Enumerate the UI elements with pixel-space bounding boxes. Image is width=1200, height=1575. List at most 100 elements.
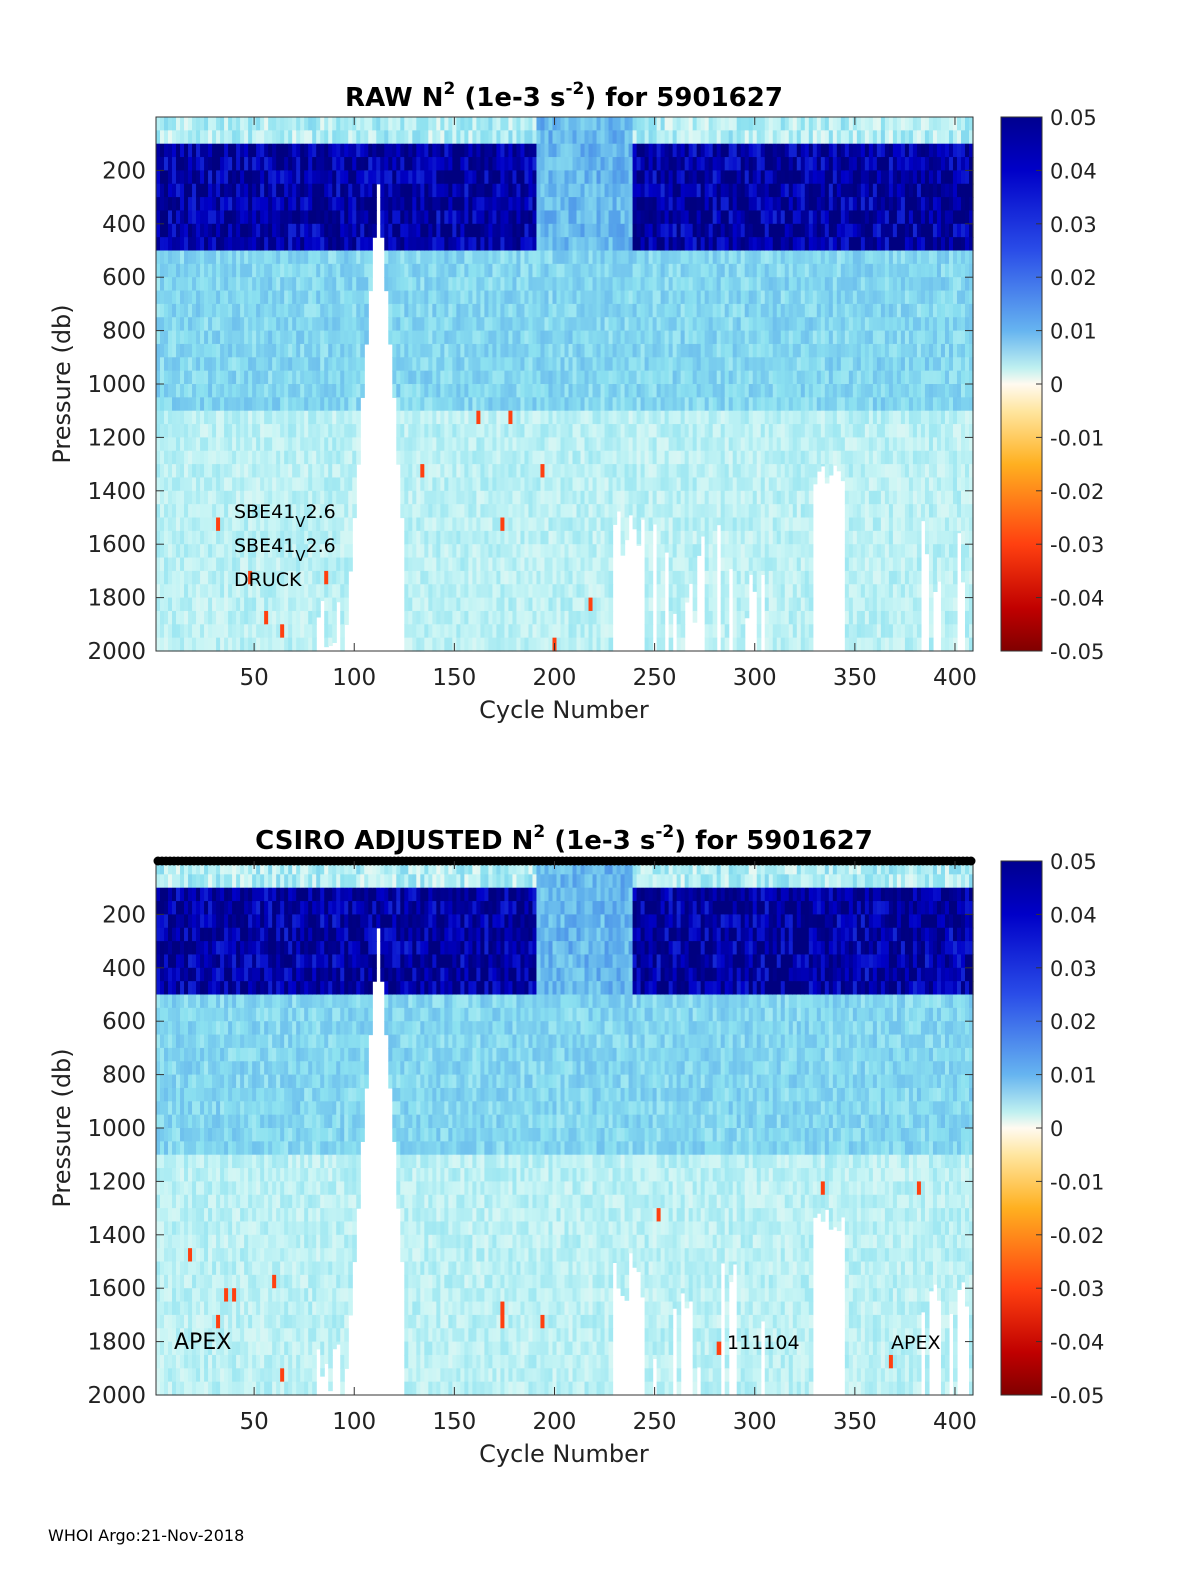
heatmap-cell <box>640 223 646 238</box>
heatmap-cell <box>488 330 494 345</box>
heatmap-cell <box>236 557 241 572</box>
heatmap-cell <box>456 557 461 572</box>
heatmap-cell <box>424 143 429 158</box>
heatmap-cell <box>624 370 630 385</box>
heatmap-cell <box>300 504 305 519</box>
heatmap-cell <box>324 584 329 599</box>
heatmap-cell <box>224 370 229 385</box>
heatmap-cell <box>692 130 698 145</box>
heatmap-cell <box>672 157 678 171</box>
heatmap-cell <box>428 277 433 292</box>
heatmap-cell <box>496 183 502 198</box>
heatmap-cell <box>620 477 626 492</box>
heatmap-cell <box>488 424 494 438</box>
heatmap-cell <box>244 424 249 438</box>
heatmap-cell <box>184 410 189 425</box>
heatmap-cell <box>628 490 634 505</box>
heatmap-cell <box>568 237 574 252</box>
heatmap-cell <box>288 237 293 252</box>
heatmap-cell <box>340 397 345 412</box>
heatmap-cell <box>588 370 594 385</box>
heatmap-cell <box>256 544 261 559</box>
heatmap-cell <box>552 464 558 479</box>
heatmap-cell <box>460 170 465 185</box>
heatmap-cell <box>532 157 538 171</box>
heatmap-cell <box>172 477 177 492</box>
heatmap-cell <box>348 464 353 479</box>
heatmap-cell <box>180 477 185 492</box>
heatmap-cell <box>164 263 169 278</box>
heatmap-cell <box>556 370 562 385</box>
heatmap-cell <box>212 477 217 492</box>
heatmap-cell <box>160 277 165 292</box>
heatmap-cell <box>552 570 558 585</box>
heatmap-cell <box>236 450 241 465</box>
heatmap-cell <box>172 384 177 398</box>
heatmap-cell <box>404 624 409 639</box>
heatmap-cell <box>164 544 169 559</box>
heatmap-cell <box>652 223 658 238</box>
heatmap-cell <box>636 530 642 545</box>
heatmap-cell <box>212 197 217 212</box>
heatmap-cell <box>636 370 642 385</box>
heatmap-cell <box>612 477 618 492</box>
heatmap-cell <box>436 490 441 505</box>
heatmap-cell <box>196 410 201 425</box>
heatmap-cell <box>160 450 165 465</box>
heatmap-cell <box>164 437 169 452</box>
heatmap-cell <box>548 490 554 505</box>
heatmap-cell <box>360 143 365 158</box>
heatmap-cell <box>320 464 325 479</box>
heatmap-cell <box>576 157 582 171</box>
heatmap-cell <box>496 610 502 625</box>
heatmap-cell <box>360 237 365 252</box>
heatmap-cell <box>508 610 514 625</box>
heatmap-cell <box>224 504 229 519</box>
heatmap-cell <box>680 357 686 372</box>
heatmap-cell <box>568 384 574 398</box>
heatmap-cell <box>340 450 345 465</box>
heatmap-cell <box>652 464 658 479</box>
heatmap-cell <box>628 170 634 185</box>
heatmap-cell <box>232 517 237 532</box>
heatmap-cell <box>340 530 345 545</box>
heatmap-cell <box>544 277 550 292</box>
heatmap-cell <box>260 450 265 465</box>
heatmap-cell <box>364 197 369 212</box>
heatmap-cell <box>508 597 514 612</box>
heatmap-cell <box>300 530 305 545</box>
heatmap-cell <box>324 330 329 345</box>
heatmap-cell <box>168 517 173 532</box>
heatmap-cell <box>164 223 169 238</box>
heatmap-cell <box>564 117 570 131</box>
heatmap-cell <box>168 343 173 358</box>
heatmap-cell <box>572 410 578 425</box>
heatmap-cell <box>352 197 357 212</box>
heatmap-cell <box>592 303 598 318</box>
heatmap-cell <box>232 197 237 212</box>
heatmap-cell <box>472 450 477 465</box>
heatmap-cell <box>664 303 670 318</box>
heatmap-cell <box>456 384 461 398</box>
heatmap-cell <box>676 464 682 479</box>
heatmap-cell <box>544 557 550 572</box>
heatmap-cell <box>636 317 642 332</box>
heatmap-cell <box>312 370 317 385</box>
heatmap-cell <box>324 157 329 171</box>
heatmap-cell <box>220 490 225 505</box>
heatmap-cell <box>336 223 341 238</box>
heatmap-cell <box>572 210 578 225</box>
heatmap-cell <box>256 557 261 572</box>
heatmap-cell <box>468 397 473 412</box>
heatmap-cell <box>324 477 329 492</box>
heatmap-cell <box>596 290 602 305</box>
heatmap-cell <box>160 570 165 585</box>
heatmap-cell <box>564 397 570 412</box>
heatmap-cell <box>396 237 401 252</box>
heatmap-cell <box>336 490 341 505</box>
heatmap-cell <box>672 504 678 519</box>
heatmap-cell <box>332 544 337 559</box>
heatmap-cell <box>284 290 289 305</box>
heatmap-cell <box>328 410 333 425</box>
heatmap-cell <box>528 170 534 185</box>
